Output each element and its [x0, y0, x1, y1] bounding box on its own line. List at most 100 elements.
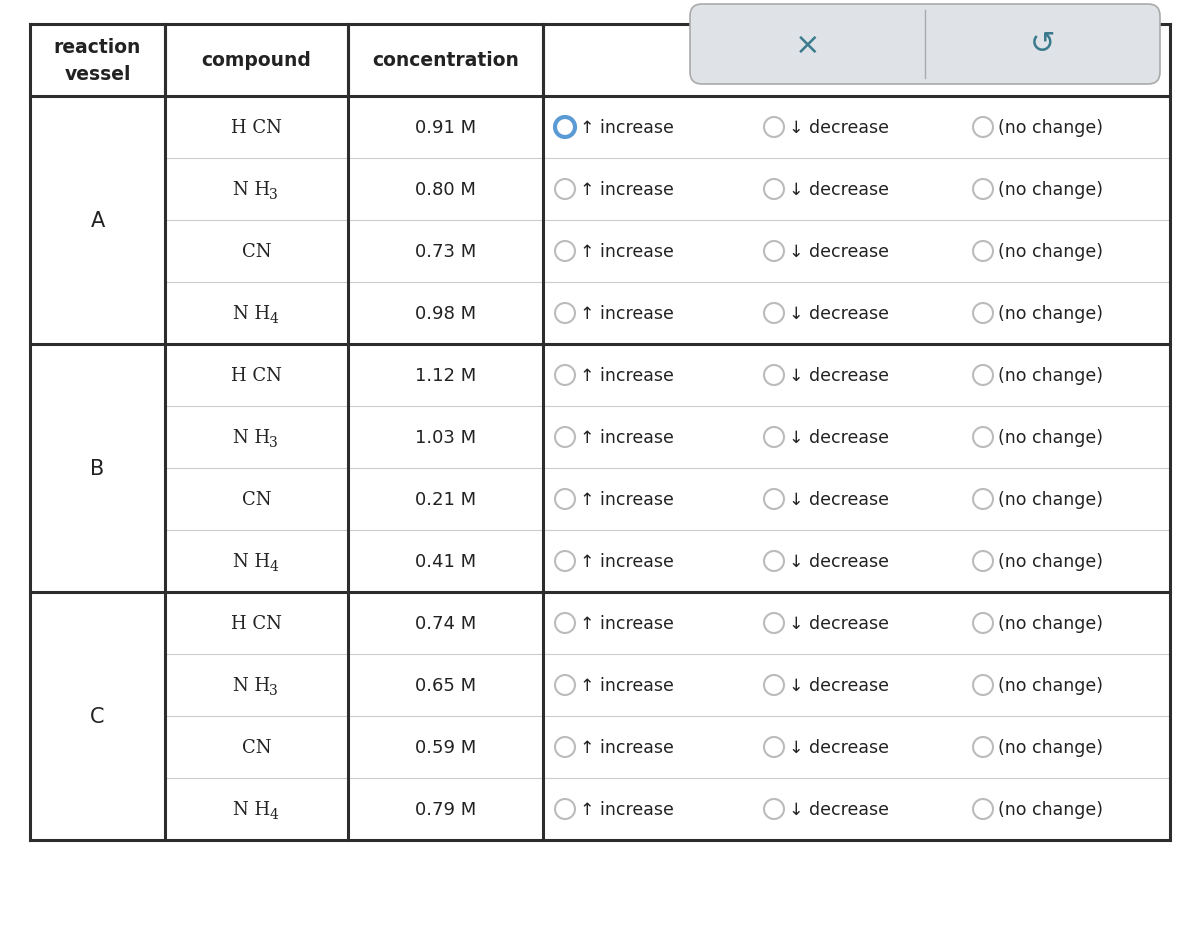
Circle shape	[764, 118, 784, 138]
Text: ↓ decrease: ↓ decrease	[790, 119, 889, 137]
Circle shape	[973, 737, 994, 757]
Circle shape	[764, 242, 784, 261]
Text: 4: 4	[270, 312, 278, 326]
Text: ↓ decrease: ↓ decrease	[790, 801, 889, 818]
Text: ↑ increase: ↑ increase	[580, 119, 674, 137]
Circle shape	[764, 614, 784, 633]
Circle shape	[554, 304, 575, 324]
Text: (no change): (no change)	[998, 801, 1103, 818]
Text: 0.73 M: 0.73 M	[415, 243, 476, 261]
Text: N H: N H	[233, 801, 270, 818]
Text: 3: 3	[270, 188, 278, 202]
Circle shape	[554, 242, 575, 261]
Text: (no change): (no change)	[998, 429, 1103, 447]
Text: 3: 3	[270, 683, 278, 698]
Text: 1.12 M: 1.12 M	[415, 366, 476, 384]
Text: CN: CN	[241, 738, 271, 756]
Text: H CN: H CN	[232, 119, 282, 137]
Text: 1.03 M: 1.03 M	[415, 429, 476, 447]
Text: ↑ increase: ↑ increase	[580, 305, 674, 323]
Text: N H: N H	[233, 181, 270, 199]
Circle shape	[764, 179, 784, 200]
Text: ↑ increase: ↑ increase	[580, 801, 674, 818]
Text: (no change): (no change)	[998, 676, 1103, 694]
Text: N H: N H	[233, 676, 270, 694]
Text: reaction
vessel: reaction vessel	[54, 38, 142, 84]
Text: (no change): (no change)	[998, 181, 1103, 199]
Text: ↑ increase: ↑ increase	[580, 615, 674, 632]
Text: ↓ decrease: ↓ decrease	[790, 491, 889, 509]
Circle shape	[973, 242, 994, 261]
Text: ↑ increase: ↑ increase	[580, 181, 674, 199]
Text: (no change): (no change)	[998, 615, 1103, 632]
Text: ↓ decrease: ↓ decrease	[790, 181, 889, 199]
Text: A: A	[90, 211, 104, 230]
Circle shape	[973, 365, 994, 385]
Circle shape	[973, 551, 994, 571]
Text: N H: N H	[233, 305, 270, 323]
Text: in concentration: in concentration	[854, 51, 1034, 71]
Text: (no change): (no change)	[998, 243, 1103, 261]
Text: ↓ decrease: ↓ decrease	[790, 552, 889, 570]
Text: ↓ decrease: ↓ decrease	[790, 615, 889, 632]
Text: 0.21 M: 0.21 M	[415, 491, 476, 509]
Text: ×: ×	[794, 30, 821, 59]
Circle shape	[554, 551, 575, 571]
Circle shape	[973, 800, 994, 819]
Circle shape	[764, 800, 784, 819]
Circle shape	[554, 365, 575, 385]
Circle shape	[973, 118, 994, 138]
Text: ↑ increase: ↑ increase	[580, 676, 674, 694]
Text: ↓ decrease: ↓ decrease	[790, 676, 889, 694]
Circle shape	[764, 737, 784, 757]
Text: 4: 4	[270, 807, 278, 821]
Circle shape	[973, 428, 994, 447]
Text: ↑ increase: ↑ increase	[580, 491, 674, 509]
Circle shape	[764, 551, 784, 571]
FancyBboxPatch shape	[690, 5, 1160, 85]
Circle shape	[554, 614, 575, 633]
Text: ↑ increase: ↑ increase	[580, 366, 674, 384]
Circle shape	[973, 490, 994, 510]
Text: (no change): (no change)	[998, 366, 1103, 384]
Text: (no change): (no change)	[998, 119, 1103, 137]
Text: 0.80 M: 0.80 M	[415, 181, 476, 199]
Text: 0.41 M: 0.41 M	[415, 552, 476, 570]
Text: 0.59 M: 0.59 M	[415, 738, 476, 756]
Circle shape	[764, 675, 784, 696]
Circle shape	[764, 490, 784, 510]
Text: B: B	[90, 459, 104, 479]
Circle shape	[973, 304, 994, 324]
Text: H CN: H CN	[232, 615, 282, 632]
Circle shape	[973, 179, 994, 200]
Circle shape	[554, 118, 575, 138]
Text: ↓ decrease: ↓ decrease	[790, 366, 889, 384]
Circle shape	[764, 365, 784, 385]
Text: H CN: H CN	[232, 366, 282, 384]
Text: 0.65 M: 0.65 M	[415, 676, 476, 694]
Bar	[30, 25, 1170, 97]
Text: 0.79 M: 0.79 M	[415, 801, 476, 818]
Circle shape	[554, 800, 575, 819]
Circle shape	[764, 428, 784, 447]
Text: CN: CN	[241, 243, 271, 261]
Text: concentration: concentration	[372, 51, 518, 71]
Text: N H: N H	[233, 429, 270, 447]
Text: 4: 4	[270, 560, 278, 573]
Bar	[30, 25, 1170, 840]
Circle shape	[554, 179, 575, 200]
Text: C: C	[90, 706, 104, 726]
Text: ↑ increase: ↑ increase	[580, 429, 674, 447]
Text: 3: 3	[270, 435, 278, 449]
Text: (no change): (no change)	[998, 738, 1103, 756]
Text: 0.74 M: 0.74 M	[415, 615, 476, 632]
Text: expected: expected	[726, 51, 830, 71]
Text: ↓ decrease: ↓ decrease	[790, 429, 889, 447]
Circle shape	[973, 675, 994, 696]
Circle shape	[554, 675, 575, 696]
Text: 0.98 M: 0.98 M	[415, 305, 476, 323]
Circle shape	[554, 490, 575, 510]
Text: ↓ decrease: ↓ decrease	[790, 305, 889, 323]
Text: ↑ increase: ↑ increase	[580, 552, 674, 570]
Text: ↓ decrease: ↓ decrease	[790, 738, 889, 756]
